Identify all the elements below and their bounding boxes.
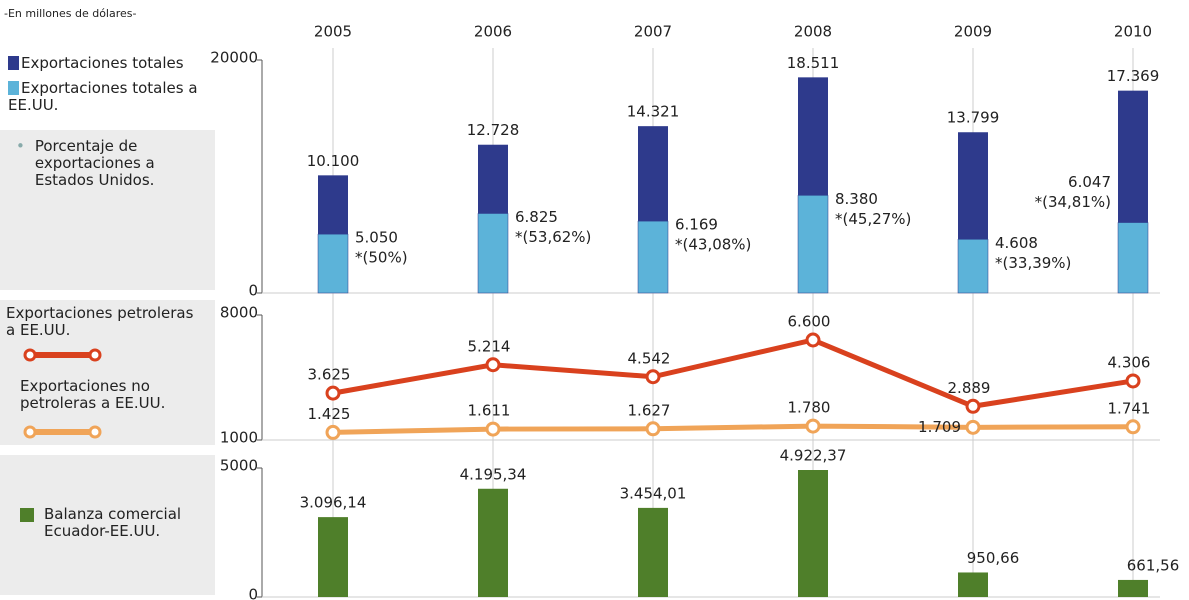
value-label: 17.369 xyxy=(1107,67,1160,85)
value-label: 4.306 xyxy=(1108,353,1151,371)
value-label: 661,56 xyxy=(1127,556,1180,574)
value-label: 6.825 xyxy=(515,208,558,226)
legend-item: • Porcentaje de exportaciones a Estados U… xyxy=(16,138,166,189)
subtitle: -En millones de dólares- xyxy=(4,7,137,20)
value-label: 1.425 xyxy=(308,405,351,423)
point xyxy=(485,421,501,437)
legend-label: Porcentaje de exportaciones a Estados Un… xyxy=(34,137,155,189)
y-tick-label: 8000 xyxy=(220,304,258,322)
legend-swatch xyxy=(8,81,19,95)
legend-item: Balanza comercial Ecuador-EE.UU. xyxy=(20,506,210,540)
legend-bullet: • xyxy=(16,137,25,155)
bar xyxy=(957,239,989,294)
bar xyxy=(1117,222,1149,294)
annotation: *(50%) xyxy=(355,249,408,267)
bar xyxy=(797,195,829,294)
point xyxy=(805,418,821,434)
point xyxy=(325,424,341,440)
point xyxy=(965,398,981,414)
value-label: 1.709 xyxy=(918,418,961,436)
bar xyxy=(478,488,508,597)
line xyxy=(332,423,1134,435)
value-label: 3.454,01 xyxy=(620,484,687,502)
value-label: 4.922,37 xyxy=(780,447,847,465)
value-label: 3.096,14 xyxy=(300,494,367,512)
value-label: 3.625 xyxy=(308,366,351,384)
bar xyxy=(637,220,669,294)
point xyxy=(805,332,821,348)
bar xyxy=(317,233,349,294)
value-label: 13.799 xyxy=(947,109,1000,127)
value-label: 1.741 xyxy=(1108,399,1151,417)
legend-marker xyxy=(23,348,37,362)
x-tick-label: 2005 xyxy=(314,23,352,41)
point xyxy=(485,357,501,373)
value-label: 5.050 xyxy=(355,229,398,247)
bar xyxy=(798,470,828,597)
line xyxy=(332,337,1134,409)
x-tick-label: 2007 xyxy=(634,23,672,41)
bar xyxy=(1118,579,1148,597)
x-tick-label: 2006 xyxy=(474,23,512,41)
point xyxy=(645,421,661,437)
value-label: 14.321 xyxy=(627,103,680,121)
value-label: 950,66 xyxy=(967,549,1020,567)
legend-swatch xyxy=(8,56,19,70)
value-label: 2.889 xyxy=(948,379,991,397)
annotation: *(53,62%) xyxy=(515,228,591,246)
annotation: *(45,27%) xyxy=(835,210,911,228)
legend-swatch xyxy=(20,508,34,522)
value-label: 5.214 xyxy=(468,337,511,355)
value-label: 4.608 xyxy=(995,234,1038,252)
legend-label: Exportaciones totales a EE.UU. xyxy=(8,79,198,114)
point xyxy=(965,419,981,435)
legend-label: Balanza comercial Ecuador-EE.UU. xyxy=(44,505,182,540)
value-label: 8.380 xyxy=(835,190,878,208)
annotation: *(33,39%) xyxy=(995,254,1071,272)
legend-marker xyxy=(88,425,102,439)
value-label: 4.542 xyxy=(628,349,671,367)
point xyxy=(1125,419,1141,435)
legend-marker xyxy=(88,348,102,362)
value-label: 1.611 xyxy=(468,402,511,420)
x-tick-label: 2010 xyxy=(1114,23,1152,41)
bar xyxy=(638,507,668,597)
value-label: 10.100 xyxy=(307,152,360,170)
x-tick-label: 2008 xyxy=(794,23,832,41)
y-tick-label: 0 xyxy=(248,282,258,300)
point xyxy=(645,369,661,385)
y-tick-label: 1000 xyxy=(220,429,258,447)
point xyxy=(1125,373,1141,389)
y-tick-label: 5000 xyxy=(220,457,258,475)
value-label: 6.047 xyxy=(1068,173,1111,191)
bar xyxy=(477,213,509,294)
legend-item: Exportaciones totales xyxy=(8,55,184,72)
value-label: 1.627 xyxy=(628,401,671,419)
y-tick-label: 20000 xyxy=(210,49,258,67)
annotation: *(43,08%) xyxy=(675,236,751,254)
value-label: 4.195,34 xyxy=(460,465,527,483)
legend-item: Exportaciones totales a EE.UU. xyxy=(8,80,213,114)
legend-label: Exportaciones totales xyxy=(21,54,184,72)
bar xyxy=(318,517,348,597)
legend-marker xyxy=(23,425,37,439)
legend-bg xyxy=(0,455,215,595)
annotation: *(34,81%) xyxy=(1035,193,1111,211)
value-label: 18.511 xyxy=(787,54,840,72)
value-label: 1.780 xyxy=(788,399,831,417)
point xyxy=(325,385,341,401)
bar xyxy=(958,572,988,597)
legend-bg xyxy=(0,130,215,290)
value-label: 6.600 xyxy=(788,313,831,331)
value-label: 6.169 xyxy=(675,216,718,234)
legend-bg xyxy=(0,300,215,445)
x-tick-label: 2009 xyxy=(954,23,992,41)
legend-label: Exportaciones petroleras a EE.UU. xyxy=(6,304,194,339)
value-label: 12.728 xyxy=(467,121,520,139)
legend-label: Exportaciones no petroleras a EE.UU. xyxy=(20,377,166,412)
y-tick-label: 0 xyxy=(248,586,258,600)
